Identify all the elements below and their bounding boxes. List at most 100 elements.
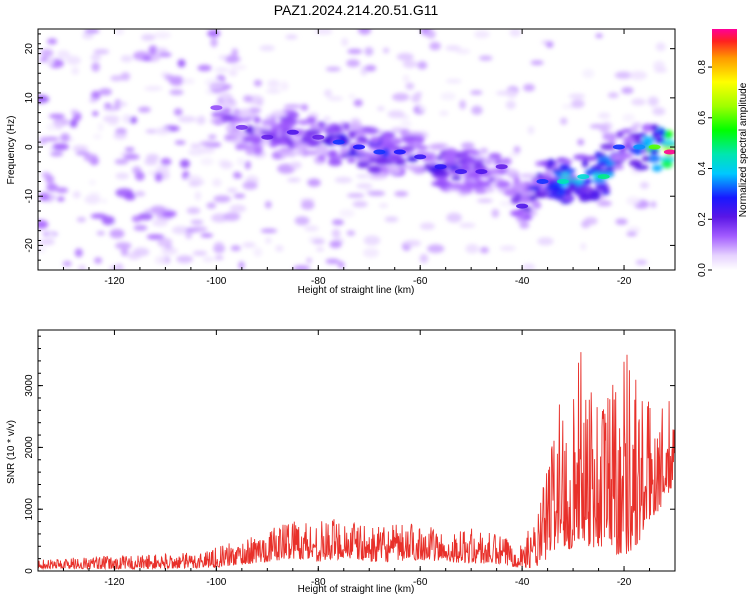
heatmap-cell bbox=[161, 247, 178, 256]
heatmap-cell bbox=[154, 255, 168, 265]
heatmap-cell bbox=[98, 88, 113, 96]
heatmap-cell bbox=[115, 172, 130, 180]
heatmap-cell bbox=[92, 111, 99, 117]
heatmap-cell bbox=[289, 161, 302, 170]
heatmap-cell bbox=[346, 193, 365, 198]
heatmap-cell bbox=[218, 55, 228, 60]
heatmap-cell bbox=[90, 213, 108, 219]
snr-x-axis-title: Height of straight line (km) bbox=[298, 584, 415, 595]
heatmap-cell bbox=[210, 37, 218, 48]
heatmap-cell bbox=[225, 124, 234, 131]
heatmap-cell bbox=[316, 247, 325, 252]
heatmap-cell bbox=[447, 165, 461, 171]
heatmap-peak bbox=[516, 203, 529, 209]
heatmap-cell bbox=[626, 231, 638, 237]
heatmap-cell bbox=[634, 164, 650, 170]
heatmap-cell bbox=[358, 29, 372, 35]
heatmap-cell bbox=[649, 148, 659, 155]
heatmap-cell bbox=[293, 265, 311, 270]
heatmap-cell bbox=[177, 59, 186, 68]
heatmap-cell bbox=[101, 198, 108, 204]
heatmap-cell bbox=[403, 151, 412, 157]
heatmap-cell bbox=[539, 187, 546, 192]
heatmap-cell bbox=[650, 201, 657, 208]
heatmap-cell bbox=[202, 257, 215, 262]
heatmap-cell bbox=[213, 243, 226, 254]
heatmap-cell bbox=[389, 153, 402, 161]
heatmap-cell bbox=[286, 138, 294, 148]
x-tick-label: -100 bbox=[206, 276, 226, 287]
heatmap-cell bbox=[368, 174, 387, 180]
heatmap-cell bbox=[275, 245, 284, 252]
heatmap-cell bbox=[402, 74, 410, 83]
heatmap-peak bbox=[597, 174, 610, 180]
heatmap-cell bbox=[72, 145, 89, 152]
heatmap-cell bbox=[568, 93, 586, 99]
heatmap-cell bbox=[659, 127, 666, 137]
heatmap-cell bbox=[629, 70, 648, 80]
heatmap-peak bbox=[312, 134, 325, 140]
heatmap-cell bbox=[418, 105, 426, 112]
heatmap-cell bbox=[135, 171, 145, 181]
heatmap-cell bbox=[265, 88, 282, 94]
heatmap-cell bbox=[637, 132, 648, 138]
colorbar-tick-label: 0.6 bbox=[697, 110, 708, 124]
heatmap-cell bbox=[332, 219, 344, 226]
snr-series-line bbox=[38, 352, 675, 571]
heatmap-cell bbox=[496, 180, 510, 189]
heatmap-cell bbox=[231, 48, 238, 57]
heatmap-cell bbox=[200, 233, 214, 238]
heatmap-cell bbox=[227, 188, 238, 193]
heatmap-cell bbox=[84, 195, 101, 205]
heatmap-cell bbox=[327, 149, 338, 158]
snr-y-axis-title: SNR (10 * v/v) bbox=[6, 420, 17, 484]
heatmap-cell bbox=[429, 41, 441, 51]
heatmap-cell bbox=[237, 157, 245, 166]
heatmap-cell bbox=[622, 136, 635, 144]
x-tick-label: -100 bbox=[206, 577, 226, 588]
heatmap-cell bbox=[459, 222, 476, 228]
heatmap-cell bbox=[403, 239, 422, 247]
heatmap-cell bbox=[326, 125, 336, 134]
heatmap-cell bbox=[479, 147, 489, 154]
heatmap-cell bbox=[38, 219, 49, 229]
heatmap-cell bbox=[72, 191, 81, 199]
heatmap-cell bbox=[211, 111, 225, 118]
heatmap-cell bbox=[628, 159, 642, 167]
y-tick-label: 2000 bbox=[24, 436, 35, 459]
heatmap-cell bbox=[401, 164, 410, 169]
heatmap-cell bbox=[109, 228, 125, 239]
heatmap-cell bbox=[356, 174, 369, 179]
heatmap-cell bbox=[471, 150, 481, 157]
heatmap-cell bbox=[626, 196, 640, 206]
heatmap-cell bbox=[243, 95, 253, 103]
heatmap-cell bbox=[384, 216, 399, 223]
heatmap-cell bbox=[243, 136, 252, 143]
heatmap-cell bbox=[294, 216, 310, 226]
heatmap-cell bbox=[91, 62, 100, 72]
heatmap-cell bbox=[171, 226, 190, 235]
heatmap-cell bbox=[558, 164, 571, 169]
heatmap-cell bbox=[364, 47, 374, 56]
heatmap-cell bbox=[235, 143, 251, 150]
heatmap-cell bbox=[38, 239, 55, 246]
heatmap-cell bbox=[280, 81, 289, 91]
heatmap-cell bbox=[439, 110, 449, 116]
heatmap-cell bbox=[367, 190, 386, 196]
heatmap-cell bbox=[591, 178, 607, 183]
heatmap-cell bbox=[356, 183, 373, 189]
heatmap-cell bbox=[632, 148, 643, 156]
heatmap-cell bbox=[368, 129, 379, 134]
heatmap-cell bbox=[631, 98, 646, 106]
heatmap-cell bbox=[324, 89, 332, 97]
y-tick-label: 3000 bbox=[24, 374, 35, 397]
heatmap-cell bbox=[304, 225, 319, 232]
heatmap-cell bbox=[419, 253, 429, 264]
heatmap-cell bbox=[465, 243, 479, 254]
heatmap-cell bbox=[242, 242, 256, 248]
heatmap-cell bbox=[253, 116, 261, 124]
heatmap-cell bbox=[522, 263, 536, 270]
x-tick-label: -60 bbox=[413, 276, 428, 287]
heatmap-cell bbox=[427, 244, 445, 254]
